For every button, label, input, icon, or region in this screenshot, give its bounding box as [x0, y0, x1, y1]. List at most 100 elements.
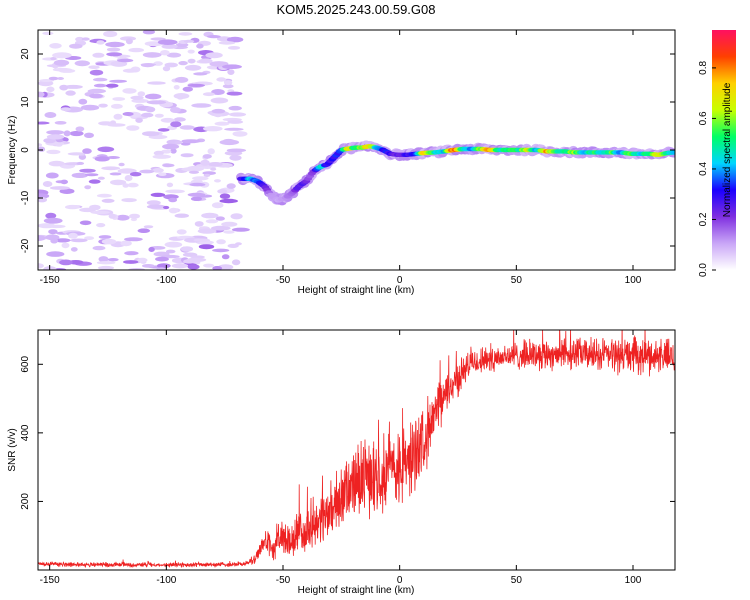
noise-speckle	[87, 88, 107, 94]
noise-speckle	[49, 43, 62, 49]
noise-speckle	[60, 179, 68, 185]
noise-speckle	[52, 67, 72, 72]
noise-speckle	[210, 97, 229, 104]
noise-speckle	[42, 181, 53, 187]
noise-speckle	[111, 103, 123, 109]
snr-x-tick-label: -100	[156, 575, 176, 586]
noise-speckle	[201, 212, 219, 219]
noise-speckle	[122, 88, 137, 94]
ridge-cell	[670, 150, 675, 155]
noise-speckle	[202, 92, 215, 97]
noise-speckle	[164, 241, 183, 248]
noise-speckle	[121, 198, 137, 203]
noise-speckle	[178, 32, 193, 36]
noise-speckle	[166, 52, 182, 58]
noise-speckle	[108, 213, 116, 219]
noise-speckle	[165, 189, 185, 194]
noise-speckle	[103, 30, 118, 38]
noise-speckle	[226, 183, 236, 189]
noise-speckle	[223, 80, 233, 86]
noise-speckle	[160, 117, 175, 123]
noise-speckle	[171, 263, 189, 269]
noise-speckle	[227, 46, 241, 50]
noise-speckle	[122, 112, 134, 116]
noise-speckle	[224, 127, 244, 131]
noise-speckle	[219, 198, 238, 204]
noise-speckle	[223, 138, 235, 143]
noise-speckle	[202, 154, 212, 159]
noise-speckle	[211, 202, 224, 209]
noise-speckle	[93, 77, 108, 82]
noise-speckle	[106, 156, 120, 159]
snr-x-tick-label: 0	[397, 575, 403, 586]
colorbar-gradient	[712, 30, 736, 270]
noise-speckle	[203, 263, 215, 268]
noise-speckle	[160, 50, 170, 56]
noise-speckle	[101, 238, 117, 245]
colorbar-tick-label: 0.4	[698, 162, 709, 176]
noise-speckle	[131, 98, 149, 103]
noise-speckle	[142, 131, 160, 137]
noise-speckle	[97, 265, 115, 270]
spectrogram-y-tick-label: -20	[20, 238, 31, 253]
noise-speckle	[118, 162, 125, 167]
noise-speckle	[122, 183, 129, 188]
snr-series-line	[38, 330, 675, 569]
colorbar-tick-label: 0.0	[698, 263, 709, 277]
noise-speckle	[156, 263, 171, 269]
snr-x-tick-label: 50	[511, 575, 523, 586]
noise-speckle	[80, 104, 100, 111]
spectrogram-x-tick-label: -150	[40, 275, 60, 286]
noise-speckle	[75, 126, 85, 132]
noise-speckle	[176, 42, 189, 48]
noise-speckle	[96, 40, 105, 45]
figure-title: KOM5.2025.243.00.59.G08	[276, 2, 435, 17]
noise-speckle	[137, 228, 150, 233]
noise-speckle	[207, 148, 215, 155]
noise-speckle	[129, 213, 140, 219]
noise-speckle	[45, 212, 57, 219]
noise-speckle	[38, 235, 46, 241]
noise-speckle	[166, 182, 174, 188]
noise-speckle	[74, 60, 91, 67]
noise-speckle	[150, 37, 166, 41]
noise-speckle	[110, 179, 127, 186]
noise-speckle	[210, 167, 217, 171]
noise-speckle	[38, 263, 44, 269]
noise-speckle	[208, 162, 223, 167]
noise-speckle	[203, 126, 223, 132]
noise-speckle	[223, 230, 235, 234]
noise-speckle	[174, 76, 189, 83]
noise-speckle	[94, 156, 110, 162]
noise-speckle	[213, 112, 223, 118]
noise-speckle	[227, 69, 235, 75]
noise-speckle	[68, 232, 78, 239]
noise-speckle	[52, 52, 72, 59]
noise-speckle	[55, 138, 64, 143]
noise-speckle	[187, 58, 196, 64]
noise-speckle	[46, 130, 65, 135]
noise-speckle	[126, 125, 140, 131]
spectrogram-y-tick-label: 20	[20, 48, 31, 60]
noise-speckle	[67, 152, 86, 156]
noise-speckle	[65, 90, 76, 96]
noise-speckle	[79, 220, 92, 226]
noise-speckle	[123, 237, 143, 242]
noise-speckle	[59, 259, 73, 266]
noise-speckle	[216, 77, 227, 82]
noise-speckle	[180, 246, 194, 252]
noise-speckle	[54, 238, 71, 243]
noise-speckle	[38, 223, 56, 229]
noise-speckle	[207, 35, 221, 39]
noise-speckle	[109, 172, 122, 176]
noise-speckle	[214, 121, 230, 126]
noise-speckle	[217, 189, 228, 194]
noise-speckle	[162, 66, 171, 72]
noise-speckle	[187, 49, 195, 54]
noise-speckle	[122, 68, 138, 73]
noise-speckle	[38, 143, 43, 147]
snr-x-tick-label: 100	[625, 575, 642, 586]
snr-panel: -150 -100 -50 0 50 100 200 400 600 Height of st…	[7, 329, 676, 596]
noise-speckle	[48, 76, 59, 81]
noise-speckle	[59, 84, 69, 91]
